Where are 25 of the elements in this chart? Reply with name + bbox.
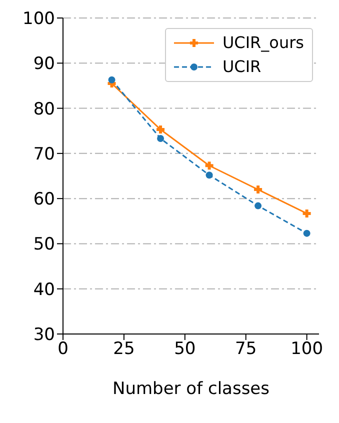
x-tick-label: 75	[235, 339, 257, 360]
x-tick-label: 25	[113, 339, 135, 360]
y-tick-label: 100	[22, 9, 55, 30]
y-tick-label: 70	[33, 144, 55, 164]
y-tick-label: 90	[33, 54, 55, 74]
y-tick-label: 30	[33, 325, 55, 346]
point	[205, 162, 214, 170]
legend-label: UCIR_ours	[222, 32, 304, 54]
y-tick-label: 80	[33, 99, 55, 120]
point	[156, 126, 165, 134]
x-tick-label: 100	[290, 339, 324, 360]
y-tick-label: 50	[33, 234, 55, 255]
point	[303, 230, 310, 237]
x-tick-label: 50	[174, 339, 196, 360]
x-tick-label: 0	[58, 339, 68, 360]
y-tick-label: 40	[33, 280, 55, 300]
x-axis-title: Number of classes	[112, 379, 270, 399]
y-tick-label: 60	[33, 190, 55, 210]
legend-label: UCIR	[222, 56, 262, 78]
point	[254, 202, 262, 210]
point	[108, 76, 116, 84]
point	[206, 172, 213, 179]
point	[254, 186, 262, 194]
point	[157, 135, 164, 142]
point	[302, 209, 311, 218]
